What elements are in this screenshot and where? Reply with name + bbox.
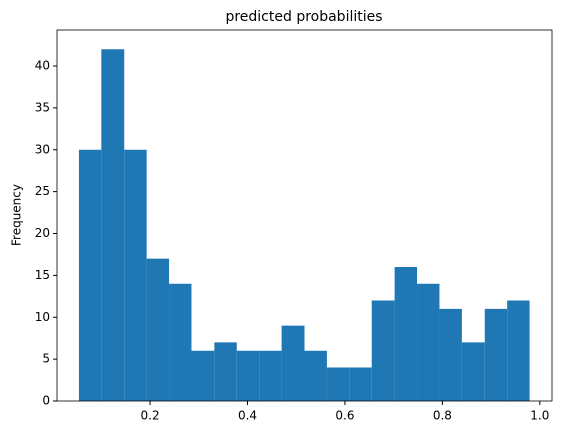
chart-title: predicted probabilities <box>225 9 382 25</box>
x-tick-label: 0.4 <box>238 409 257 423</box>
y-tick-label: 40 <box>35 59 50 73</box>
y-tick-label: 0 <box>42 394 50 408</box>
bar <box>78 149 102 401</box>
bar <box>439 308 462 401</box>
bar <box>214 342 237 401</box>
y-tick-label: 35 <box>35 100 50 114</box>
bar <box>507 300 530 401</box>
y-tick-label: 5 <box>42 352 50 366</box>
bar <box>484 308 508 401</box>
bar <box>394 267 418 401</box>
x-tick-label: 1.0 <box>530 409 549 423</box>
bar <box>326 367 350 401</box>
bar <box>124 149 147 401</box>
y-tick-label: 15 <box>35 268 50 282</box>
y-tick-label: 30 <box>35 142 50 156</box>
bar <box>349 367 372 401</box>
bar <box>169 283 192 401</box>
x-tick-label: 0.6 <box>335 409 354 423</box>
x-tick-label: 0.2 <box>141 409 160 423</box>
bar <box>236 350 260 401</box>
y-tick-label: 25 <box>35 184 50 198</box>
axes-frame <box>56 29 553 402</box>
x-tick-label: 0.8 <box>433 409 452 423</box>
y-tick-label: 20 <box>35 226 50 240</box>
bar <box>417 283 440 401</box>
bar <box>259 350 282 401</box>
bar <box>146 258 170 401</box>
bar <box>101 49 125 402</box>
bar <box>461 342 485 401</box>
y-axis-label: Frequency <box>10 184 24 246</box>
bar <box>191 350 215 401</box>
bar <box>281 325 305 401</box>
bar <box>304 350 327 401</box>
bar <box>371 300 395 401</box>
y-tick-label: 10 <box>35 310 50 324</box>
